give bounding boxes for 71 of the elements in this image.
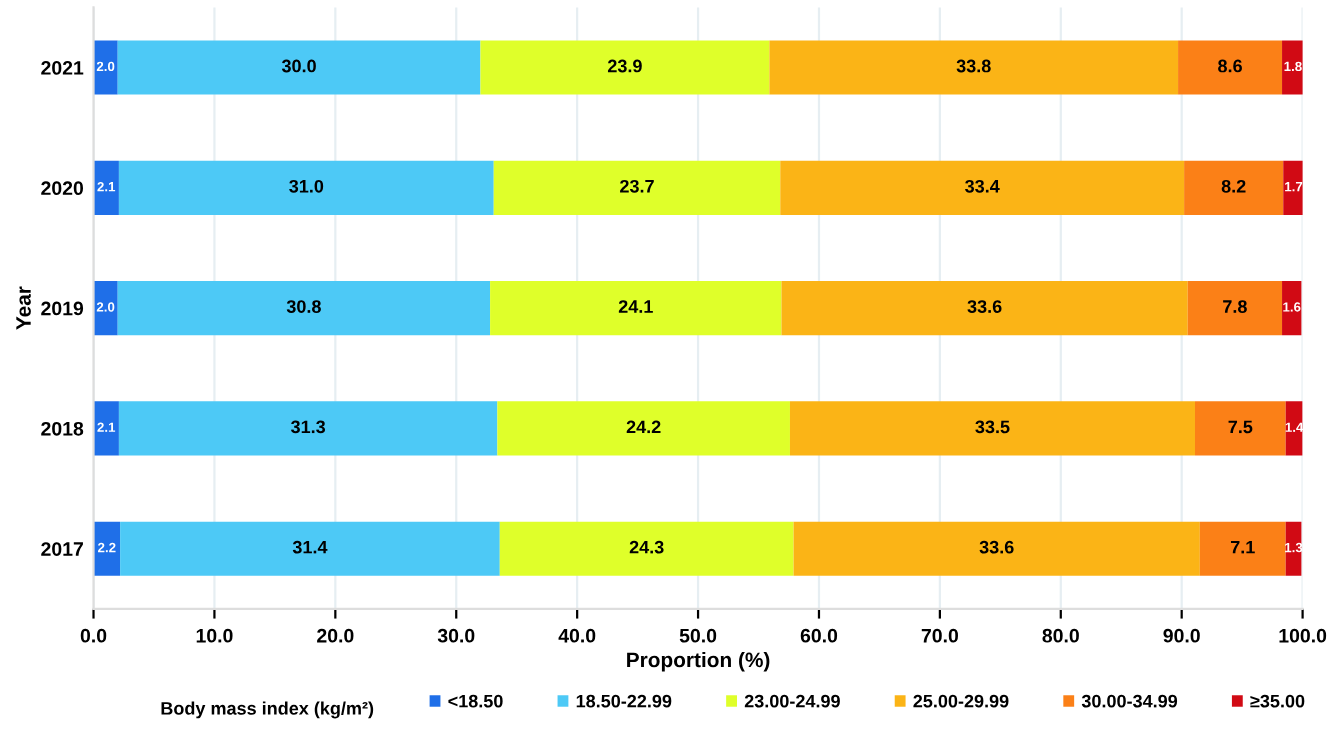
bar bbox=[1282, 40, 1303, 95]
x-tick-label: 20.0 bbox=[317, 628, 354, 643]
y-tick-label: 2020 bbox=[41, 181, 84, 196]
bar bbox=[117, 40, 481, 95]
bar bbox=[480, 40, 770, 95]
data-label: 23.7 bbox=[620, 179, 654, 193]
legend-label: 18.50-22.99 bbox=[576, 694, 672, 708]
bar bbox=[789, 401, 1195, 456]
legend-label: 30.00-34.99 bbox=[1081, 694, 1178, 708]
data-label: 31.0 bbox=[289, 179, 324, 193]
data-label: 33.8 bbox=[956, 59, 991, 73]
data-label: 7.5 bbox=[1228, 420, 1253, 434]
x-axis-title: Proportion (%) bbox=[627, 651, 770, 672]
data-label: 8.6 bbox=[1218, 59, 1242, 73]
bar bbox=[1282, 281, 1302, 336]
y-tick-label: 2019 bbox=[41, 301, 84, 316]
x-tick-label: 60.0 bbox=[800, 628, 838, 643]
bar bbox=[117, 281, 491, 336]
data-label: 24.2 bbox=[626, 420, 661, 434]
x-tick-label: 70.0 bbox=[921, 628, 958, 643]
y-axis-title: Year bbox=[16, 286, 31, 330]
bar bbox=[781, 281, 1188, 336]
legend-label: 23.00-24.99 bbox=[744, 694, 840, 708]
data-label: 31.3 bbox=[290, 420, 326, 434]
bar bbox=[118, 160, 494, 215]
bar bbox=[1178, 40, 1283, 95]
bar bbox=[493, 160, 781, 215]
bar bbox=[1283, 160, 1303, 215]
x-tick-label: 30.0 bbox=[437, 628, 475, 643]
x-tick-label: 80.0 bbox=[1042, 628, 1079, 643]
bar bbox=[1184, 160, 1284, 215]
data-label: 24.3 bbox=[629, 540, 664, 554]
data-label: 24.1 bbox=[618, 300, 653, 313]
data-label: 7.1 bbox=[1230, 540, 1255, 554]
x-tick-label: 100.0 bbox=[1279, 628, 1327, 643]
bar bbox=[780, 160, 1185, 215]
bar bbox=[1187, 281, 1283, 336]
bar bbox=[93, 160, 119, 215]
legend-label: <18.50 bbox=[448, 694, 503, 708]
bar bbox=[769, 40, 1179, 95]
data-label: 33.5 bbox=[975, 420, 1010, 434]
data-label: 33.6 bbox=[967, 300, 1002, 313]
data-label: 30.8 bbox=[286, 300, 321, 313]
bar bbox=[499, 521, 794, 576]
data-label: 7.8 bbox=[1223, 300, 1247, 313]
bar bbox=[1194, 401, 1286, 456]
bar bbox=[1199, 521, 1286, 576]
legend-label: 25.00-29.99 bbox=[913, 694, 1009, 708]
data-label: 8.2 bbox=[1221, 179, 1246, 193]
data-label: 30.0 bbox=[281, 59, 316, 73]
data-label: 33.6 bbox=[979, 540, 1014, 554]
x-tick-label: 0.0 bbox=[80, 628, 107, 643]
legend-title: Body mass index (kg/m²) bbox=[161, 701, 374, 719]
y-tick-label: 2021 bbox=[41, 60, 84, 75]
bar bbox=[93, 40, 118, 95]
x-tick-label: 10.0 bbox=[196, 628, 233, 643]
y-tick-label: 2017 bbox=[41, 542, 83, 556]
legend-label: ≥35.00 bbox=[1250, 694, 1305, 708]
bar bbox=[1285, 521, 1302, 576]
y-tick-label: 2018 bbox=[41, 421, 84, 436]
bar bbox=[120, 521, 500, 576]
bar bbox=[793, 521, 1200, 576]
x-tick-label: 50.0 bbox=[679, 628, 717, 643]
x-tick-label: 90.0 bbox=[1163, 628, 1200, 643]
data-label: 31.4 bbox=[292, 540, 328, 554]
data-label: 33.4 bbox=[965, 179, 1000, 193]
bar bbox=[490, 281, 782, 336]
x-tick-label: 40.0 bbox=[558, 628, 596, 643]
bar bbox=[118, 401, 498, 456]
data-label: 23.9 bbox=[607, 59, 642, 73]
bar bbox=[497, 401, 790, 456]
